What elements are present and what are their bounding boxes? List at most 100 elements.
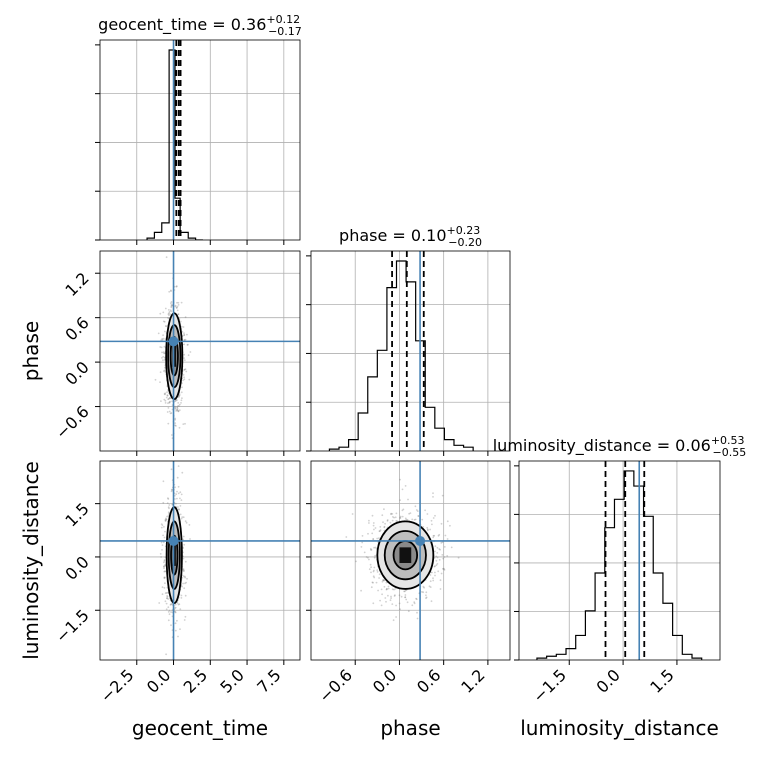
sample-point: [345, 536, 348, 538]
sample-point: [186, 577, 188, 580]
sample-point: [360, 589, 362, 592]
sample-point: [164, 307, 167, 310]
sample-point: [162, 501, 165, 504]
sample-point: [180, 499, 183, 501]
sample-point: [176, 399, 178, 402]
sample-point: [382, 579, 385, 582]
sample-point: [439, 579, 442, 582]
y-tick-label: 1.5: [61, 499, 92, 530]
sample-point: [164, 520, 167, 522]
sample-point: [177, 405, 180, 407]
sample-point: [178, 395, 181, 398]
sample-point: [405, 518, 408, 521]
sample-point: [376, 569, 379, 571]
sample-point: [188, 524, 191, 526]
sample-point: [167, 619, 170, 622]
sample-point: [183, 334, 186, 336]
sample-point: [379, 529, 382, 532]
sample-point: [391, 513, 394, 515]
sample-point: [393, 595, 396, 597]
sample-point: [178, 508, 180, 511]
sample-point: [438, 548, 441, 550]
sample-point: [182, 535, 185, 538]
sample-point: [382, 579, 385, 582]
sample-point: [176, 406, 179, 409]
x-tick-label: −2.5: [97, 665, 138, 706]
sample-point: [435, 555, 438, 558]
sample-point: [403, 590, 405, 593]
sample-point: [432, 577, 434, 580]
sample-point: [165, 517, 167, 520]
sample-point: [391, 603, 394, 605]
histogram-luminosity_distance: [536, 470, 703, 660]
sample-point: [174, 610, 177, 613]
sample-point: [183, 376, 186, 379]
sample-point: [164, 392, 167, 395]
sample-point: [372, 538, 375, 540]
panel-geocent_time-phase: −0.6 0.0 0.6 1.2: [52, 250, 301, 456]
sample-point: [167, 317, 169, 319]
sample-point: [442, 567, 444, 570]
sample-point: [181, 397, 183, 400]
sample-point: [440, 522, 443, 525]
y-tick-label: −1.5: [52, 606, 93, 647]
y-tick-label: 1.2: [61, 269, 92, 300]
sample-point: [168, 401, 171, 403]
sample-point: [433, 534, 436, 537]
sample-point: [399, 517, 402, 519]
sample-point: [399, 478, 401, 481]
sample-point: [164, 402, 167, 404]
sample-point: [368, 522, 370, 524]
sample-point: [184, 576, 187, 579]
sample-point: [177, 465, 180, 467]
sample-point: [181, 576, 184, 579]
sample-point: [164, 576, 166, 579]
sample-point: [379, 599, 381, 602]
sample-point: [408, 512, 410, 515]
sample-point: [368, 558, 370, 561]
sample-point: [440, 542, 443, 544]
panel-frame: [310, 460, 511, 661]
sample-point: [168, 410, 171, 413]
panel-geocent_time-geocent_time: [95, 39, 301, 245]
sample-point: [161, 351, 163, 354]
sample-point: [171, 400, 174, 403]
sample-point: [446, 555, 449, 557]
sample-point: [164, 530, 166, 533]
sample-point: [390, 597, 392, 599]
panel-phase-luminosity_distance: −0.6 0.0 0.6 1.2: [306, 460, 511, 706]
sample-point: [168, 609, 171, 612]
sample-point: [163, 576, 166, 579]
sample-point: [371, 532, 374, 535]
sample-point: [174, 606, 177, 609]
sample-point: [394, 516, 397, 519]
sample-point: [442, 568, 445, 571]
sample-point: [431, 523, 433, 526]
sample-point: [164, 399, 167, 402]
panel-content: [146, 40, 203, 240]
sample-point: [392, 516, 394, 518]
sample-point: [411, 518, 414, 521]
sample-point: [181, 330, 184, 333]
truth-point: [415, 535, 426, 546]
panel-frame: [99, 250, 301, 452]
sample-point: [443, 556, 446, 558]
sample-point: [392, 619, 395, 622]
sample-point: [163, 359, 166, 361]
sample-point: [177, 603, 180, 606]
sample-point: [164, 564, 166, 567]
sample-point: [184, 316, 187, 319]
sample-point: [161, 549, 163, 551]
sample-point: [432, 496, 434, 498]
sample-point: [188, 378, 191, 381]
sample-point: [404, 590, 406, 593]
sample-point: [163, 565, 165, 568]
sample-point: [416, 510, 419, 512]
sample-point: [161, 593, 164, 596]
sample-point: [177, 485, 180, 488]
sample-point: [436, 552, 439, 554]
sample-point: [170, 611, 172, 613]
sample-point: [395, 512, 398, 515]
sample-point: [170, 488, 173, 491]
sample-point: [181, 386, 183, 389]
